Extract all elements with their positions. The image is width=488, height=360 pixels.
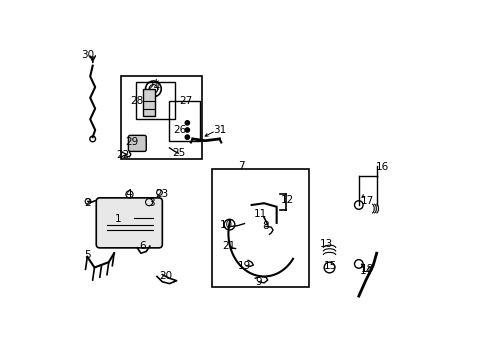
Text: 9: 9 [255,277,262,287]
Circle shape [185,135,189,139]
Text: 5: 5 [84,250,90,260]
Circle shape [185,121,189,125]
Text: 3: 3 [148,198,155,208]
Text: 29: 29 [125,138,138,148]
Text: 17: 17 [360,197,374,206]
Text: 30: 30 [81,50,94,60]
Text: 1: 1 [114,214,121,224]
Text: 25: 25 [171,148,184,158]
Text: 24: 24 [146,82,160,92]
Text: 16: 16 [375,162,388,172]
Text: 23: 23 [155,189,169,199]
Text: 2: 2 [84,198,90,208]
Text: 6: 6 [139,241,146,251]
Text: 28: 28 [130,96,143,107]
Bar [121,76,201,158]
Text: 22: 22 [116,150,129,160]
Text: 10: 10 [220,220,233,230]
Text: 15: 15 [323,261,336,271]
Circle shape [185,128,189,132]
Text: 18: 18 [360,264,374,274]
Text: 19: 19 [237,261,251,271]
Text: 8: 8 [262,221,269,231]
Text: 31: 31 [212,125,225,135]
Text: 26: 26 [173,125,186,135]
Text: 21: 21 [222,241,235,251]
Bar [169,102,200,141]
Text: 13: 13 [319,239,333,249]
Text: 4: 4 [125,189,131,199]
Bar [135,82,175,119]
Text: 11: 11 [253,209,266,219]
FancyBboxPatch shape [96,198,162,248]
Text: 14: 14 [359,266,372,276]
FancyBboxPatch shape [128,135,146,152]
Text: 20: 20 [159,271,172,282]
Text: 27: 27 [179,96,192,107]
Text: 12: 12 [280,195,293,204]
Bar [212,169,308,287]
Bar [142,89,155,116]
Text: 7: 7 [237,161,244,171]
